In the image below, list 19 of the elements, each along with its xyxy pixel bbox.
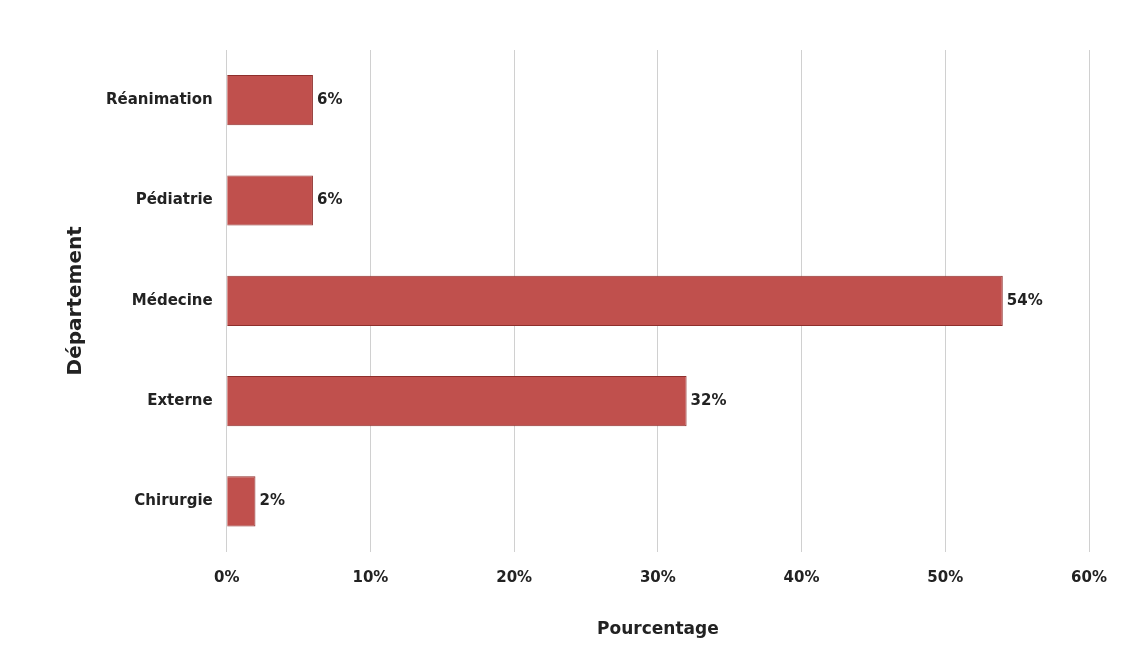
y-tick-label: Réanimation bbox=[106, 90, 213, 109]
y-tick-label: Chirurgie bbox=[134, 491, 213, 510]
data-label: 2% bbox=[259, 491, 285, 510]
x-tick-label: 0% bbox=[213, 568, 240, 587]
x-tick-label: 20% bbox=[496, 568, 533, 587]
x-tick-label: 10% bbox=[352, 568, 389, 587]
y-axis-title: Département bbox=[62, 225, 87, 376]
x-axis-title: Pourcentage bbox=[597, 618, 719, 639]
data-label: 54% bbox=[1006, 290, 1043, 309]
y-tick-label: Médecine bbox=[131, 290, 213, 309]
x-tick-label: 40% bbox=[783, 568, 820, 587]
data-label: 6% bbox=[316, 90, 343, 109]
y-tick-label: Externe bbox=[147, 391, 213, 410]
x-tick-label: 60% bbox=[1071, 568, 1107, 587]
data-label: 6% bbox=[316, 190, 343, 209]
x-tick-label: 50% bbox=[927, 568, 964, 587]
y-tick-label: Pédiatrie bbox=[135, 190, 213, 209]
x-tick-label: 30% bbox=[639, 568, 676, 587]
data-label: 32% bbox=[690, 391, 727, 410]
